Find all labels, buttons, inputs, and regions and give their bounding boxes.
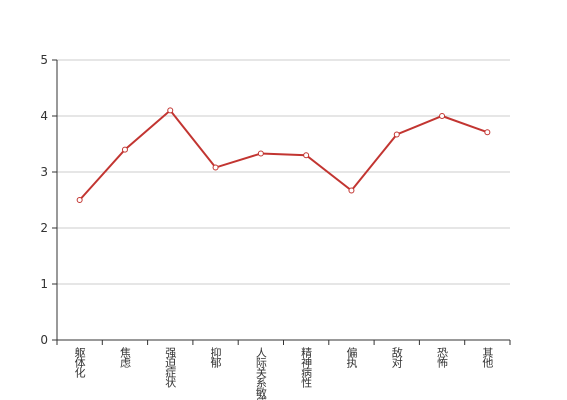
y-tick-label: 5 [40, 53, 48, 67]
y-tick-label: 0 [40, 333, 48, 347]
x-tick-label: 精神病性 [300, 347, 313, 389]
x-tick-label: 强迫症状 [164, 347, 177, 388]
x-tick-label: 躯体化 [73, 347, 86, 379]
point [257, 150, 264, 157]
y-tick-label: 4 [40, 109, 48, 123]
y-tick-label: 3 [40, 165, 48, 179]
point [348, 187, 355, 194]
point [439, 113, 446, 119]
point [121, 146, 128, 153]
point [393, 131, 400, 138]
point [484, 129, 491, 136]
y-tick-label: 2 [40, 221, 48, 235]
x-tick-label: 其他 [481, 347, 494, 368]
x-tick-label: 偏执 [345, 346, 358, 369]
x-tick-label: 人际关系敏感 [254, 347, 267, 400]
point [76, 197, 83, 203]
x-tick-label: 恐怖 [436, 347, 449, 368]
y-tick-label: 1 [40, 277, 48, 291]
x-tick-label: 焦虑 [118, 347, 131, 368]
line [78, 108, 488, 201]
point [303, 152, 310, 159]
x-tick-label: 抑郁 [209, 346, 222, 368]
x-tick-label: 敌对 [390, 346, 403, 368]
point [212, 164, 219, 171]
point [167, 107, 174, 114]
